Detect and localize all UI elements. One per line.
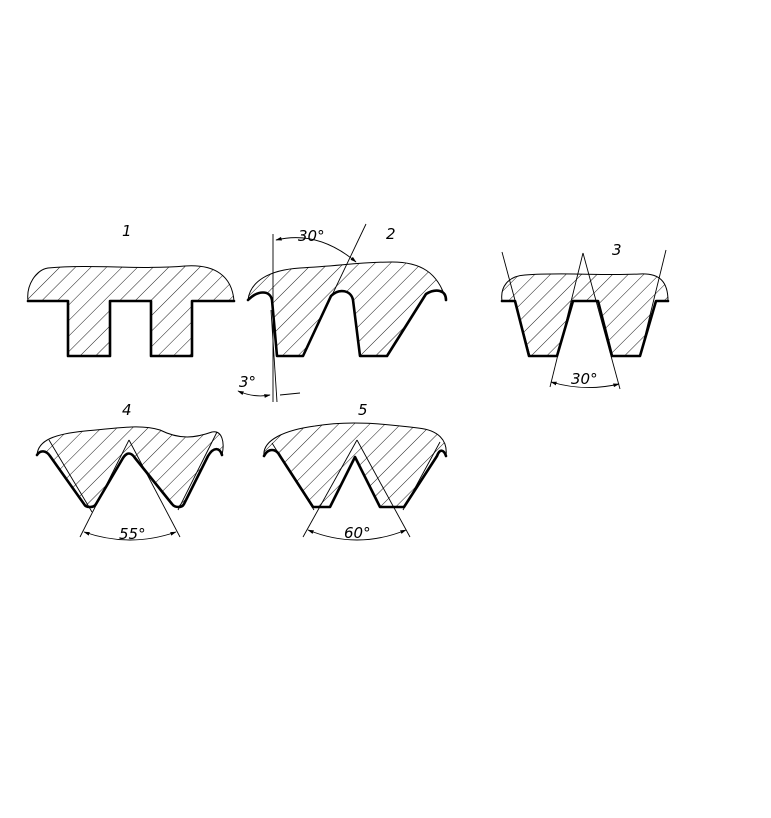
profile-3-angle-label: 30°	[571, 370, 598, 388]
profile-4-whitworth: 55° 4	[35, 401, 224, 543]
profile-2-buttress: 30° 3° 2	[237, 223, 448, 403]
profile-1-number: 1	[122, 222, 132, 240]
profile-5-outline	[262, 448, 448, 509]
profile-2-angle-arrow-3-right	[279, 392, 301, 396]
profile-2-angle-label-3: 3°	[239, 373, 256, 391]
profile-5-metric: 60° 5	[262, 401, 448, 542]
profile-1-break-line	[27, 265, 235, 302]
profile-1-section	[27, 265, 234, 356]
profile-3-break-line	[501, 273, 669, 302]
profile-3-center-right-extension	[582, 252, 621, 390]
profile-5-center-right-extension	[356, 439, 411, 538]
profile-3-angle-arc	[550, 381, 620, 389]
profile-5-break-line	[263, 422, 447, 457]
profile-5-left-flank-extension	[271, 442, 315, 511]
profile-4-number: 4	[122, 401, 132, 419]
profile-3-section	[501, 273, 668, 356]
profile-2-outline	[246, 289, 448, 358]
profile-5-center-left-extension	[302, 439, 358, 538]
profile-2-flank-extension-line	[270, 309, 278, 403]
profile-4-break-line	[36, 426, 224, 456]
profile-4-angle-label: 55°	[119, 525, 146, 543]
profile-2-angle-arc-30	[275, 236, 357, 263]
profile-3-left-flank-extension	[501, 251, 531, 357]
profile-4-left-flank-extension	[48, 439, 93, 513]
profile-5-section	[263, 422, 447, 507]
profile-1-outline	[26, 299, 236, 358]
profile-5-number: 5	[358, 401, 368, 419]
profile-5-angle-arc	[307, 529, 407, 541]
profile-4-outline	[35, 447, 224, 509]
profile-3-outline	[500, 299, 670, 358]
profile-3-number: 3	[612, 241, 622, 259]
profile-3-trapezoidal: 30° 3	[500, 241, 670, 390]
profile-2-number: 2	[386, 225, 396, 243]
profile-5-right-flank-extension	[402, 441, 441, 511]
profile-4-angle-arc	[83, 531, 177, 541]
profile-3-right-flank-extension	[639, 249, 667, 357]
profile-4-center-left-extension	[79, 439, 130, 538]
profile-2-break-line	[247, 261, 447, 301]
profile-3-center-left-extension	[549, 252, 584, 388]
profile-5-angle-label: 60°	[344, 524, 371, 542]
profile-4-right-flank-extension	[177, 431, 218, 511]
profile-1-rectangular: 1	[26, 222, 236, 358]
profile-4-section	[37, 426, 224, 507]
profile-2-section	[248, 262, 446, 356]
profile-2-angle-label-30: 30°	[298, 227, 325, 245]
profile-2-angle-arc-3	[237, 390, 271, 398]
profile-4-center-right-extension	[128, 439, 181, 538]
